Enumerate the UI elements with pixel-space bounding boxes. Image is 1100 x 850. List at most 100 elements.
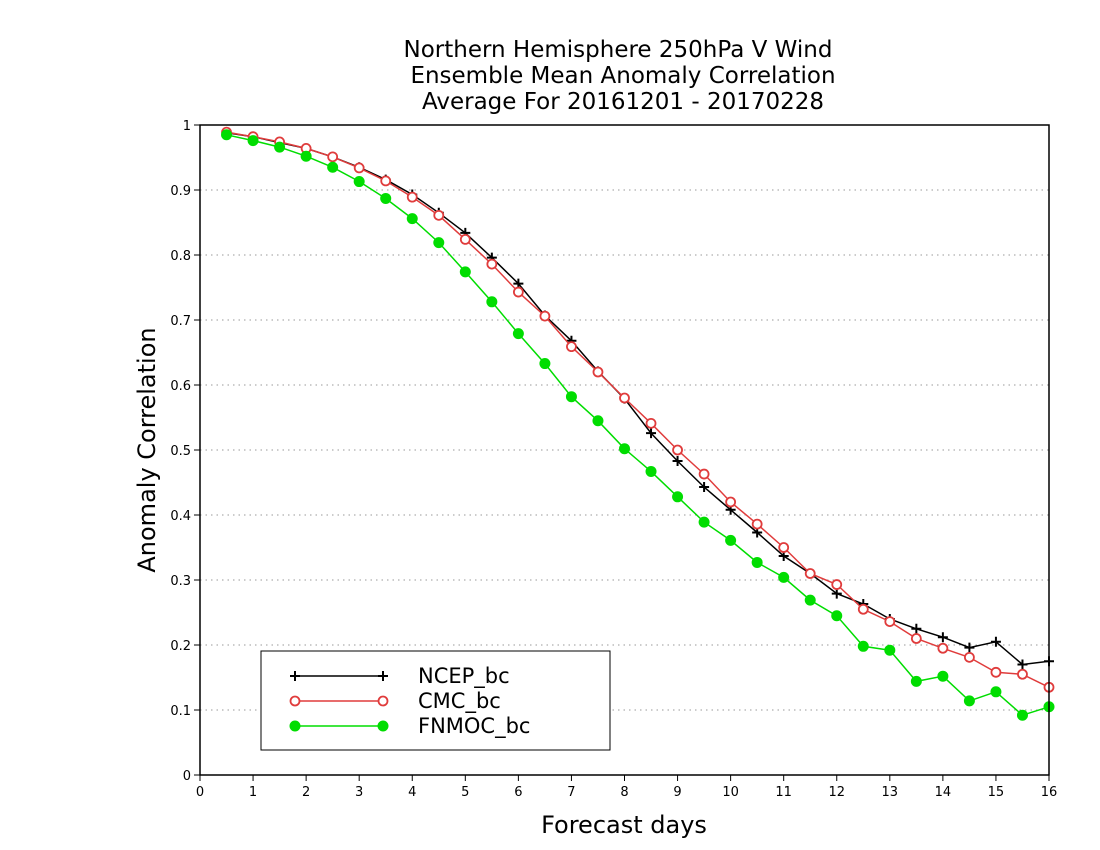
fnmoc-bc-point (539, 358, 551, 370)
x-tick-label: 2 (302, 785, 310, 800)
cmc-bc-point (459, 233, 471, 245)
fnmoc-bc-point (300, 150, 312, 162)
legend-label-ncep-bc: NCEP_bc (418, 664, 510, 689)
ncep-bc-point (911, 623, 922, 634)
fnmoc-bc-point (857, 640, 869, 652)
ncep-bc-point (990, 636, 1001, 647)
y-tick-label: 0.3 (170, 574, 191, 589)
fnmoc-bc-point (486, 296, 498, 308)
cmc-bc-point (406, 191, 418, 203)
cmc-bc-point (486, 258, 498, 270)
legend-cmc-bc-point (377, 695, 389, 707)
cmc-bc-point (910, 633, 922, 644)
cmc-bc-point (672, 444, 683, 456)
fnmoc-bc-point (778, 571, 790, 583)
fnmoc-bc-point (672, 491, 684, 503)
fnmoc-bc-point (353, 176, 365, 188)
ncep-bc-point (646, 428, 657, 439)
x-tick-label: 12 (828, 785, 845, 800)
fnmoc-bc-point (884, 644, 896, 656)
y-tick-label: 0.5 (170, 444, 191, 459)
fnmoc-bc-point (963, 695, 975, 707)
ncep-bc-point (1017, 659, 1028, 670)
y-tick-label: 1 (183, 119, 191, 134)
y-tick-label: 0.6 (170, 379, 191, 394)
fnmoc-bc-point (937, 670, 949, 682)
fnmoc-bc-point (990, 686, 1002, 698)
cmc-bc-point (884, 616, 896, 627)
x-tick-label: 11 (775, 785, 792, 800)
x-tick-label: 4 (408, 785, 416, 800)
cmc-bc-point (433, 209, 445, 221)
x-tick-label: 13 (882, 785, 899, 800)
data-series (221, 126, 1055, 721)
y-tick-label: 0.2 (170, 639, 191, 654)
x-tick-label: 5 (461, 785, 469, 800)
cmc-bc-line (226, 131, 1050, 688)
cmc-bc-point (725, 496, 737, 508)
ncep-bc-point (937, 632, 948, 643)
series-cmc-bc (221, 126, 1055, 693)
y-tick-label: 0.4 (170, 509, 191, 524)
y-tick-label: 0.8 (170, 249, 191, 264)
x-tick-label: 10 (722, 785, 739, 800)
y-axis-label: Anomaly Correlation (133, 327, 161, 572)
cmc-bc-point (592, 366, 604, 378)
legend-label-cmc-bc: CMC_bc (418, 689, 501, 714)
chart-title-line-3: Average For 20161201 - 20170228 (422, 89, 824, 115)
cmc-bc-point (698, 468, 710, 480)
axis-ticks: 00.10.20.30.40.50.60.70.80.910 1 2 3 4 5 6 7 8 9 1… (170, 119, 1057, 800)
cmc-bc-point (619, 392, 630, 404)
fnmoc-bc-point (831, 610, 843, 622)
ncep-bc-point (672, 456, 683, 467)
fnmoc-bc-point (804, 594, 816, 606)
fnmoc-bc-point (406, 213, 418, 225)
x-tick-label: 8 (620, 785, 628, 800)
x-tick-label: 7 (567, 785, 575, 800)
x-tick-label: 9 (673, 785, 681, 800)
ncep-bc-line (226, 132, 1050, 666)
chart-title-line-1: Northern Hemisphere 250hPa V Wind (404, 37, 833, 63)
legend-entry-fnmoc-bc: FNMOC_bc (289, 714, 530, 739)
legend-ncep-bc-point (290, 671, 300, 681)
y-tick-label: 0.9 (170, 184, 191, 199)
cmc-bc-point (857, 603, 869, 615)
fnmoc-bc-point (910, 675, 922, 687)
y-tick-label: 0 (183, 769, 191, 784)
y-tick-label: 0.1 (170, 704, 191, 719)
legend-entry-cmc-bc: CMC_bc (289, 689, 501, 714)
fnmoc-bc-point (645, 465, 657, 477)
fnmoc-bc-point (221, 129, 233, 141)
legend-fnmoc-bc-point (377, 720, 389, 732)
ncep-bc-point (699, 482, 710, 493)
legend-ncep-bc-point (378, 671, 388, 681)
x-tick-label: 1 (249, 785, 257, 800)
fnmoc-bc-line (226, 134, 1050, 717)
x-axis-label: Forecast days (541, 811, 707, 839)
fnmoc-bc-point (327, 161, 339, 173)
cmc-bc-point (327, 151, 339, 163)
fnmoc-bc-point (512, 328, 524, 340)
cmc-bc-point (990, 666, 1002, 678)
cmc-bc-point (1017, 668, 1028, 680)
fnmoc-bc-point (751, 556, 763, 568)
cmc-bc-point (804, 568, 816, 579)
cmc-bc-point (380, 175, 392, 187)
fnmoc-bc-point (380, 192, 392, 204)
cmc-bc-point (964, 651, 975, 663)
ncep-bc-point (964, 642, 975, 653)
cmc-bc-point (566, 341, 577, 353)
cmc-bc-point (751, 518, 763, 530)
plot-frame (199, 124, 1050, 776)
cmc-bc-point (539, 310, 551, 322)
legend-cmc-bc-point (289, 695, 301, 707)
x-tick-label: 15 (988, 785, 1005, 800)
fnmoc-bc-point (247, 135, 259, 147)
cmc-bc-point (831, 579, 843, 590)
x-tick-label: 0 (196, 785, 204, 800)
fnmoc-bc-point (698, 516, 710, 528)
legend-fnmoc-bc-point (289, 720, 301, 732)
fnmoc-bc-point (274, 141, 286, 153)
